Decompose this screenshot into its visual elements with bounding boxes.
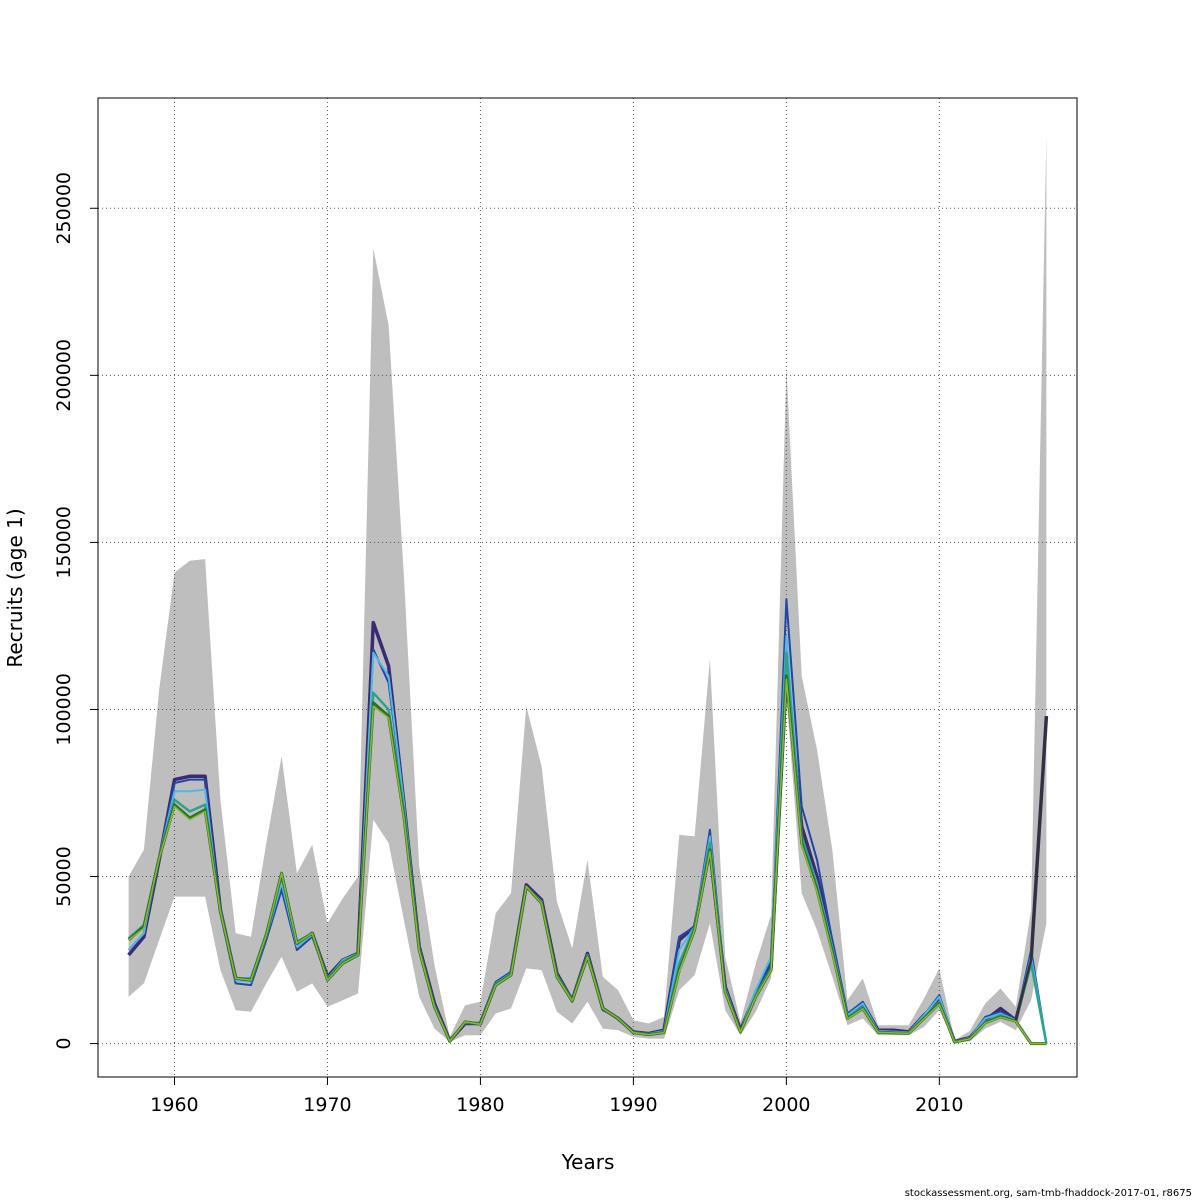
- x-axis: 1960 1970 1980 1990 2000 2010: [150, 1077, 964, 1116]
- series-line-7: [1014, 716, 1048, 1021]
- source-note: stockassessment.org, sam-tmb-fhaddock-20…: [904, 1188, 1192, 1199]
- y-tick-label: 50000: [53, 846, 75, 906]
- x-tick-label: 1990: [609, 1094, 657, 1116]
- x-tick-label: 1980: [456, 1094, 504, 1116]
- series-line-6: [128, 678, 1047, 1045]
- x-tick-label: 2000: [762, 1094, 810, 1116]
- y-axis-title: Recruits (age 1): [3, 508, 27, 667]
- y-tick-label: 0: [53, 1038, 75, 1050]
- y-axis: 0 50000 100000 150000 200000 250000: [53, 172, 98, 1050]
- x-tick-label: 2010: [915, 1094, 963, 1116]
- y-tick-label: 150000: [53, 506, 75, 579]
- y-tick-label: 200000: [53, 339, 75, 412]
- confidence-band-layer: [128, 134, 1047, 1043]
- y-tick-label: 250000: [53, 172, 75, 245]
- series-layer: [127, 598, 1049, 1046]
- x-tick-label: 1960: [150, 1094, 198, 1116]
- x-tick-label: 1970: [303, 1094, 351, 1116]
- y-tick-label: 100000: [53, 673, 75, 746]
- plot-frame: [97, 97, 1078, 1078]
- confidence-band: [128, 134, 1047, 1043]
- x-axis-title: Years: [561, 1150, 615, 1174]
